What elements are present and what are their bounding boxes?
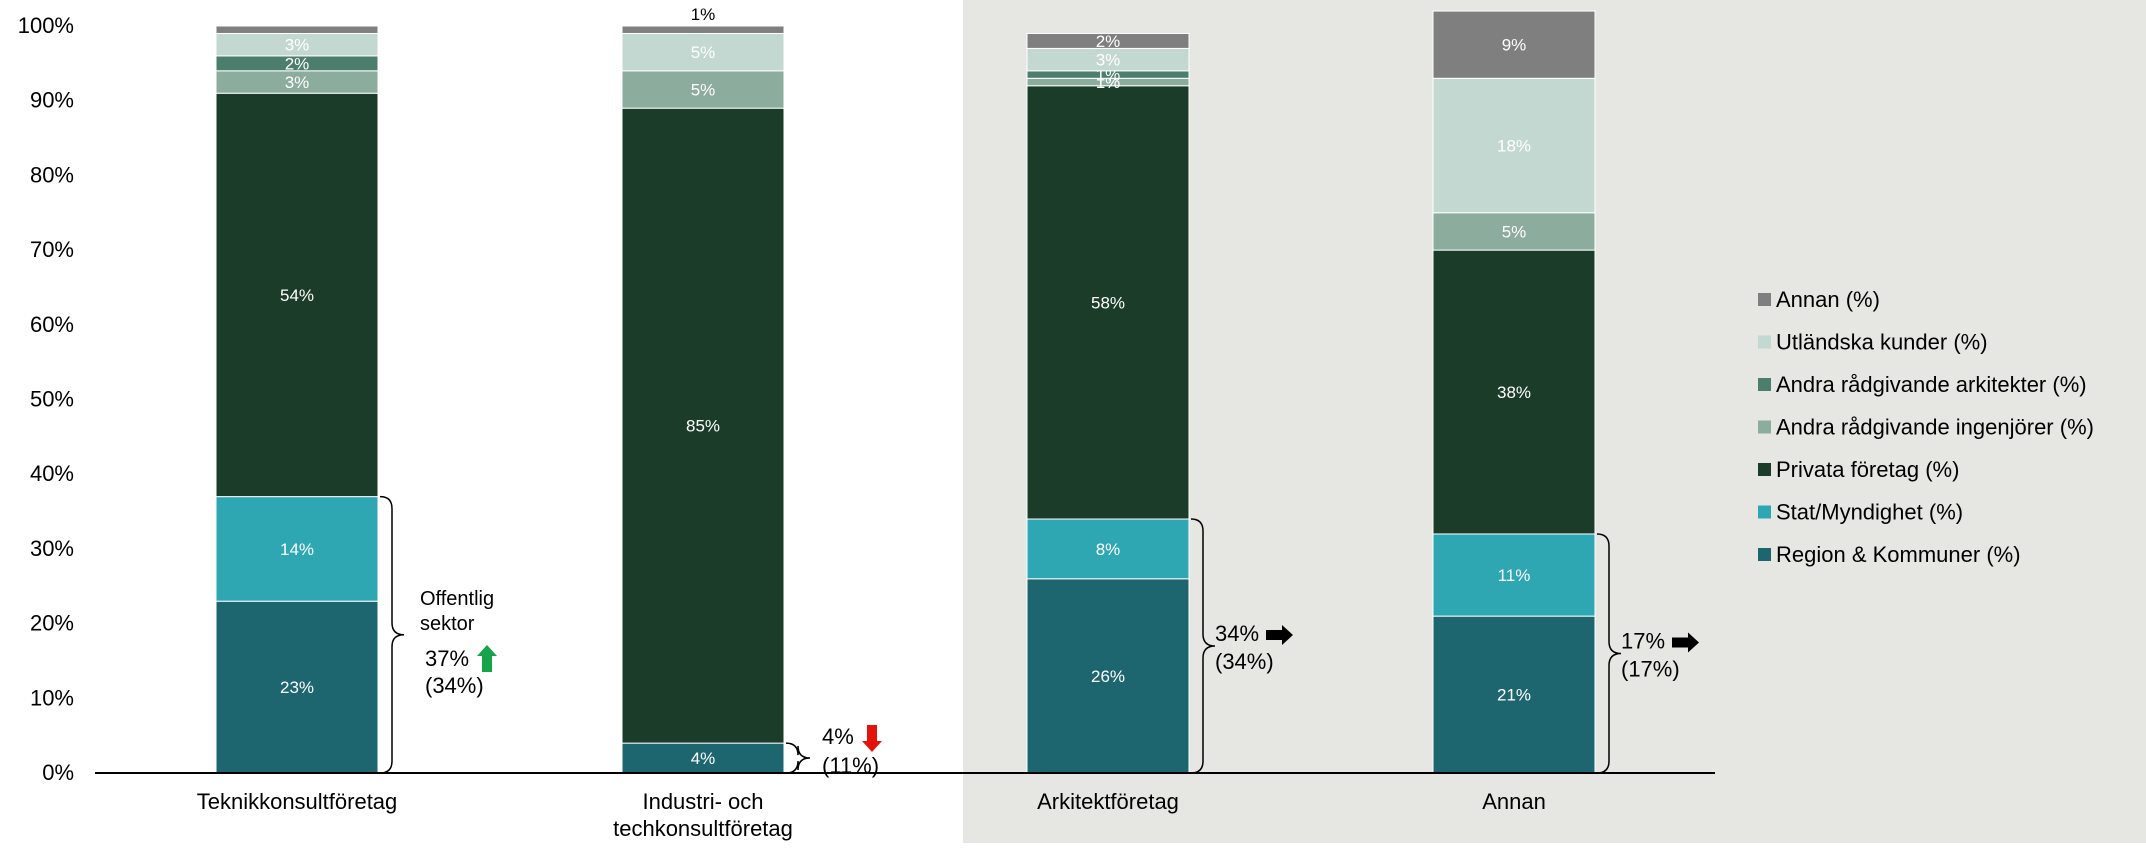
data-label: 21% <box>1497 686 1531 705</box>
legend-swatch <box>1758 293 1771 306</box>
y-tick-label: 100% <box>18 13 74 38</box>
bar-stack-1: 4% 85% 5% 5% 1% <box>621 5 785 774</box>
data-label: 9% <box>1502 36 1527 55</box>
bar-segment <box>1432 10 1596 79</box>
data-label: 2% <box>285 54 310 73</box>
trend-down-arrow-icon <box>862 725 882 752</box>
data-label: 38% <box>1497 383 1531 402</box>
bar-stack-3: 21% 11% 38% 5% 18% 9% <box>1432 10 1596 774</box>
legend-label: Stat/Myndighet (%) <box>1776 500 1963 525</box>
bar-segment <box>1026 32 1190 49</box>
legend-swatch <box>1758 548 1771 561</box>
category-label: Industri- och <box>642 789 763 814</box>
category-label: Teknikkonsultföretag <box>197 789 398 814</box>
legend-swatch <box>1758 463 1771 476</box>
y-tick-label: 20% <box>30 611 74 636</box>
bar-segment <box>1026 85 1190 520</box>
data-label: 26% <box>1091 667 1125 686</box>
bar-segment <box>1432 249 1596 535</box>
legend-item: Stat/Myndighet (%) <box>1758 500 1963 525</box>
data-label: 1% <box>691 5 716 24</box>
bar-segment <box>215 92 379 498</box>
y-tick-label: 0% <box>42 760 74 785</box>
data-label: 8% <box>1096 540 1121 559</box>
legend-swatch <box>1758 420 1771 434</box>
data-label: 14% <box>280 540 314 559</box>
y-tick-label: 50% <box>30 387 74 412</box>
annotation-value: 4% <box>822 724 854 749</box>
bar-stack-2: 26%8%58%1%1%3%2% <box>1026 32 1190 774</box>
legend-item: Privata företag (%) <box>1758 457 1959 482</box>
data-label: 23% <box>280 678 314 697</box>
bar-segment <box>1432 615 1596 774</box>
category-label: Annan <box>1482 789 1546 814</box>
data-label: 54% <box>280 286 314 305</box>
bar-segment <box>621 25 785 34</box>
annotation-value: 17% <box>1621 628 1665 653</box>
annotation-heading: Offentlig <box>420 588 494 610</box>
data-label: 3% <box>285 36 310 55</box>
y-tick-label: 70% <box>30 237 74 262</box>
legend-item: Annan (%) <box>1758 287 1880 312</box>
data-label: 3% <box>1096 51 1121 70</box>
annotation-previous: (34%) <box>1215 649 1274 674</box>
legend-label: Utländska kunder (%) <box>1776 330 1988 355</box>
legend-item: Region & Kommuner (%) <box>1758 542 2021 567</box>
brace-0 <box>379 495 405 774</box>
legend-swatch <box>1758 335 1771 349</box>
trend-up-arrow-icon <box>477 645 497 672</box>
data-label: 5% <box>1502 222 1527 241</box>
brace-3 <box>1596 533 1622 774</box>
bar-segment <box>1026 578 1190 774</box>
legend-label: Region & Kommuner (%) <box>1776 542 2021 567</box>
brace-1 <box>785 742 811 774</box>
annotation-value: 37% <box>425 646 469 671</box>
bar-stack-0: 23% 14% 54% 3%2%3% <box>215 25 379 774</box>
legend-swatch <box>1758 505 1771 519</box>
y-tick-label: 60% <box>30 312 74 337</box>
legend-label: Andra rådgivande arkitekter (%) <box>1776 372 2087 397</box>
category-label: Arkitektföretag <box>1037 789 1179 814</box>
legend-item: Andra rådgivande ingenjörer (%) <box>1758 415 2094 440</box>
annotation-previous: (17%) <box>1621 656 1680 681</box>
y-tick-label: 80% <box>30 162 74 187</box>
data-label: 58% <box>1091 293 1125 312</box>
y-tick-label: 30% <box>30 536 74 561</box>
category-label: techkonsultföretag <box>613 816 793 841</box>
bar-segment <box>1432 212 1596 251</box>
legend-label: Andra rådgivande ingenjörer (%) <box>1776 415 2094 440</box>
data-label: 11% <box>1498 566 1531 585</box>
trend-right-arrow-icon <box>1266 625 1293 646</box>
legend-item: Utländska kunder (%) <box>1758 330 1988 355</box>
bar-segment <box>621 32 785 72</box>
bar-segment <box>621 107 785 744</box>
data-label: 3% <box>285 73 310 92</box>
annotation-heading: sektor <box>420 613 475 635</box>
data-label: 4% <box>691 749 716 768</box>
annotation-value: 34% <box>1215 621 1259 646</box>
data-label: 5% <box>691 80 716 99</box>
bar-segment <box>621 70 785 109</box>
bar-segment <box>1432 77 1596 214</box>
data-label: 85% <box>686 417 720 436</box>
y-tick-label: 10% <box>30 685 74 710</box>
bar-segment <box>215 25 379 34</box>
legend-item: Andra rådgivande arkitekter (%) <box>1758 372 2087 397</box>
annotation-previous: (34%) <box>425 673 484 698</box>
bar-segment <box>1432 533 1596 617</box>
legend-label: Privata företag (%) <box>1776 457 1959 482</box>
data-label: 2% <box>1096 32 1121 51</box>
trend-right-arrow-icon <box>1672 632 1699 653</box>
annotation-previous: (11%) <box>822 753 879 778</box>
brace-2 <box>1190 518 1216 774</box>
data-label: 18% <box>1497 137 1531 156</box>
y-tick-label: 90% <box>30 88 74 113</box>
legend-swatch <box>1758 378 1771 391</box>
y-tick-label: 40% <box>30 461 74 486</box>
data-label: 5% <box>691 43 716 62</box>
bar-segment <box>215 600 379 774</box>
legend-label: Annan (%) <box>1776 287 1880 312</box>
